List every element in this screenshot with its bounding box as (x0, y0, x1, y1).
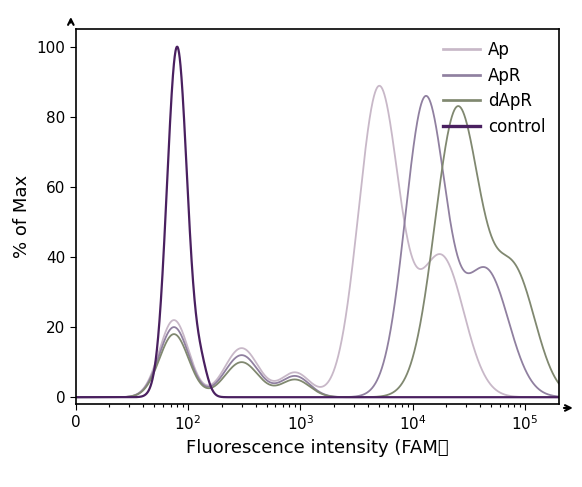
control (279, 394, 286, 400)
control (156, 318, 163, 324)
control (546, 394, 553, 400)
Line: ApR: ApR (76, 96, 559, 397)
control (127, 394, 134, 400)
dApR (278, 381, 285, 387)
ApR (127, 393, 134, 399)
dApR (555, 380, 562, 386)
control (258, 394, 265, 400)
ApR (555, 393, 562, 399)
Ap (127, 393, 134, 399)
control (494, 394, 501, 400)
Ap (156, 347, 163, 353)
dApR (127, 393, 134, 399)
Ap (494, 388, 501, 394)
control (173, 44, 180, 50)
dApR (546, 363, 553, 369)
Ap (376, 83, 383, 89)
ApR (494, 282, 501, 288)
dApR (494, 245, 501, 251)
ApR (257, 371, 264, 377)
Ap (555, 394, 562, 400)
Y-axis label: % of Max: % of Max (13, 175, 31, 258)
Line: Ap: Ap (76, 86, 559, 397)
Ap (278, 375, 285, 381)
Ap (72, 394, 79, 400)
dApR (257, 375, 264, 381)
ApR (423, 93, 430, 99)
Line: control: control (76, 47, 559, 397)
dApR (455, 103, 462, 109)
ApR (156, 352, 163, 357)
control (72, 394, 79, 400)
Legend: Ap, ApR, dApR, control: Ap, ApR, dApR, control (443, 41, 545, 136)
Ap (546, 394, 553, 400)
X-axis label: Fluorescence intensity (FAM）: Fluorescence intensity (FAM） (186, 439, 449, 457)
ApR (546, 392, 553, 398)
ApR (72, 394, 79, 400)
ApR (278, 378, 285, 384)
Line: dApR: dApR (76, 106, 559, 397)
dApR (72, 394, 79, 400)
control (555, 394, 562, 400)
Ap (257, 367, 264, 373)
dApR (156, 356, 163, 362)
